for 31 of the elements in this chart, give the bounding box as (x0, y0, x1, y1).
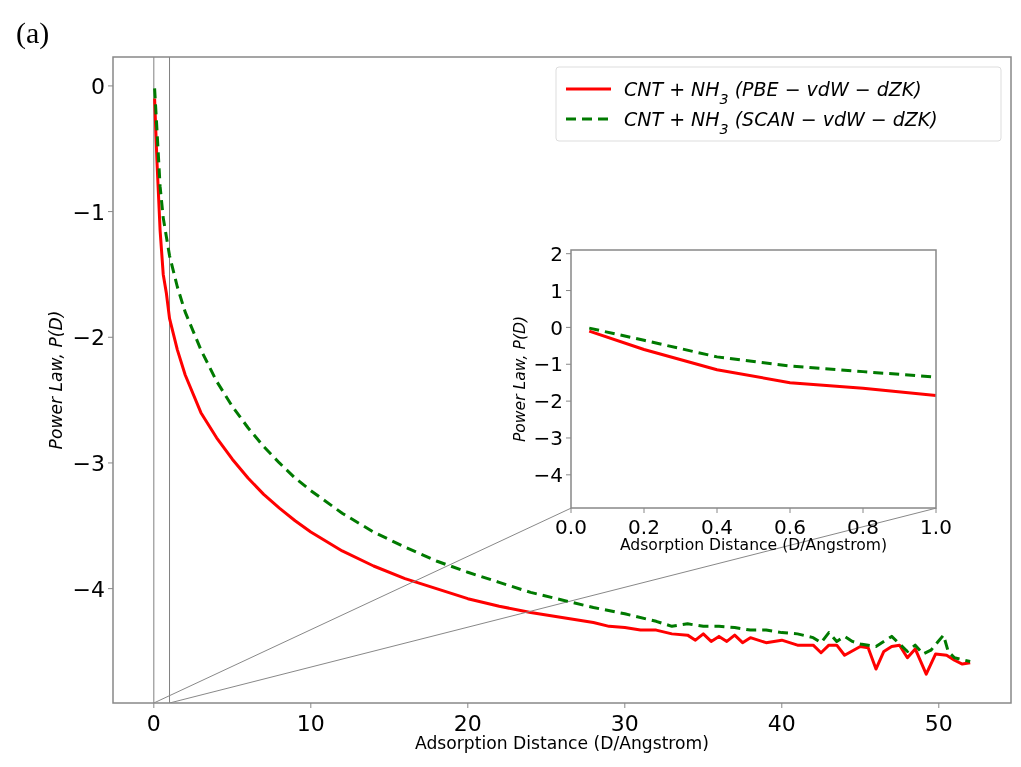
legend-label: CNT + NH$_{3}$ (PBE − vdW − dZK) (624, 78, 922, 107)
y-tick-label: −3 (533, 426, 563, 451)
x-axis-title: Adsorption Distance (D/Angstrom) (415, 733, 709, 754)
x-tick-label: 30 (610, 711, 639, 736)
y-tick-label: −2 (72, 325, 105, 351)
x-tick-label: 1.0 (920, 515, 952, 539)
x-tick-label: 10 (296, 711, 325, 736)
x-tick-label: 0.0 (555, 515, 587, 539)
y-tick-label: −4 (533, 463, 563, 488)
y-tick-label: −1 (72, 199, 105, 225)
x-tick-label: 0 (146, 711, 161, 736)
y-tick-label: −1 (533, 352, 563, 377)
y-tick-label: 0 (550, 315, 563, 340)
y-tick-label: 0 (91, 73, 105, 99)
y-axis-title: Power Law, P(D) (46, 310, 67, 450)
x-tick-label: 20 (453, 711, 482, 736)
x-axis-title: Adsorption Distance (D/Angstrom) (619, 536, 888, 554)
x-tick-label: 0.4 (701, 515, 733, 539)
chart-title: (a) (16, 16, 50, 50)
x-tick-label: 40 (767, 711, 796, 736)
x-tick-label: 0.2 (628, 515, 660, 539)
x-tick-label: 0.6 (774, 515, 806, 539)
x-tick-label: 0.8 (847, 515, 879, 539)
y-tick-label: −4 (72, 576, 105, 602)
legend-label: CNT + NH$_{3}$ (SCAN − vdW − dZK) (624, 108, 938, 137)
x-tick-label: 50 (924, 711, 953, 736)
y-tick-label: 1 (550, 278, 563, 303)
y-axis-title: Power Law, P(D) (511, 315, 529, 443)
y-tick-label: −3 (72, 450, 105, 476)
y-tick-label: −2 (533, 389, 563, 414)
y-tick-label: 2 (550, 241, 563, 266)
